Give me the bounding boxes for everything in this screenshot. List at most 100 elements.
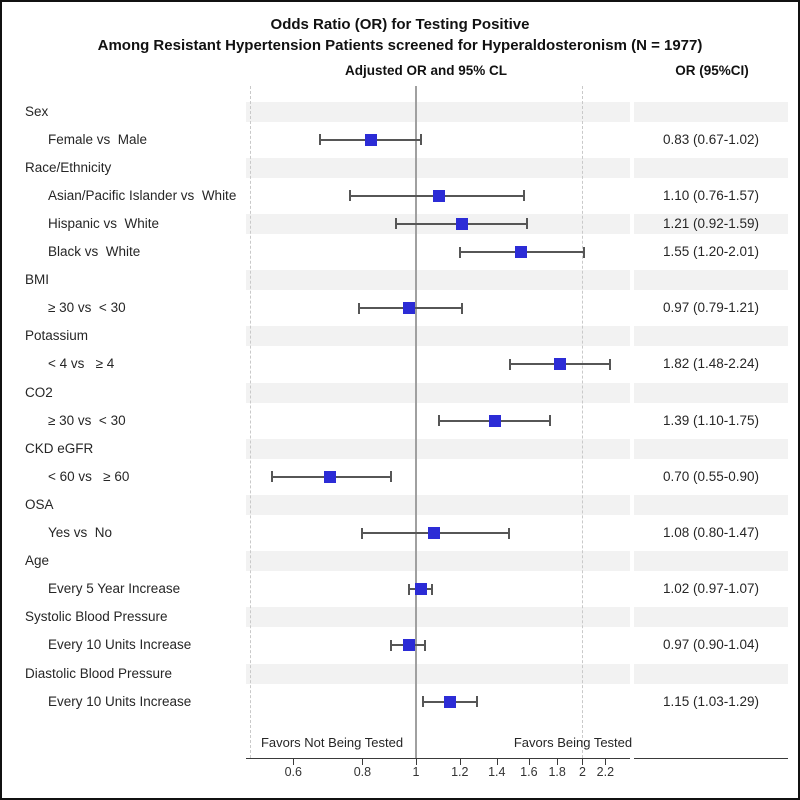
- row-band: [634, 607, 788, 628]
- ci-cap-upper: [526, 218, 529, 230]
- item-label: < 4 vs ≥ 4: [48, 356, 115, 372]
- row-band: [246, 270, 630, 291]
- or-value: 1.82 (1.48-2.24): [662, 356, 760, 372]
- ci-cap-lower: [437, 415, 440, 427]
- row-band: [634, 663, 788, 684]
- x-axis-tick-label: 1: [412, 765, 420, 779]
- or-value: 1.02 (0.97-1.07): [662, 581, 760, 597]
- category-label: Diastolic Blood Pressure: [25, 665, 173, 681]
- item-label: Black vs White: [48, 244, 141, 259]
- row-band: [246, 663, 630, 684]
- category-label: BMI: [25, 272, 50, 288]
- x-axis-tick: [416, 759, 417, 765]
- item-label: ≥ 30 vs < 30: [48, 412, 126, 428]
- row-band: [246, 382, 630, 403]
- x-axis-tick: [496, 759, 498, 765]
- favors-tested-label: Favors Being Tested: [513, 735, 633, 750]
- row-band: [634, 551, 788, 572]
- ci-cap-lower: [349, 190, 352, 202]
- or-marker: [489, 414, 502, 427]
- or-marker: [428, 527, 441, 539]
- x-axis-tick-label: 1.6: [520, 765, 538, 779]
- row-band: [634, 382, 788, 403]
- or-value: 0.83 (0.67-1.02): [662, 131, 760, 147]
- or-marker: [432, 189, 445, 202]
- x-axis-tick-label: 1.4: [488, 765, 506, 779]
- or-marker: [414, 583, 427, 596]
- ci-cap-lower: [361, 527, 364, 539]
- x-axis-tick: [459, 759, 461, 765]
- ci-cap-upper: [507, 527, 510, 539]
- item-label: Yes vs No: [48, 525, 113, 540]
- row-band: [246, 494, 630, 515]
- x-axis-tick: [557, 759, 559, 765]
- x-axis-tick-label: 1.2: [451, 765, 469, 779]
- dashed-guide-line-0.5: [250, 86, 251, 758]
- or-value: 1.10 (0.76-1.57): [662, 187, 760, 203]
- or-value: 0.97 (0.79-1.21): [662, 300, 760, 316]
- row-band: [634, 438, 788, 459]
- row-band: [634, 326, 788, 347]
- ci-cap-lower: [271, 471, 274, 483]
- x-axis-line-value-panel: [634, 758, 788, 759]
- category-label: CKD eGFR: [25, 440, 94, 456]
- x-axis-tick-label: 2: [578, 765, 586, 779]
- ci-cap-upper: [424, 639, 427, 651]
- or-marker: [324, 470, 337, 483]
- or-value: 1.21 (0.92-1.59): [662, 215, 760, 231]
- or-marker: [515, 246, 528, 258]
- category-label: OSA: [25, 496, 54, 512]
- dashed-guide-line-2: [582, 86, 583, 758]
- x-axis-tick: [362, 759, 364, 765]
- ci-cap-lower: [394, 218, 397, 230]
- row-band: [246, 607, 630, 628]
- favors-not-tested-label: Favors Not Being Tested: [260, 735, 404, 750]
- ci-cap-lower: [422, 696, 425, 708]
- or-value: 1.55 (1.20-2.01): [662, 244, 760, 259]
- row-band: [246, 326, 630, 347]
- row-band: [634, 101, 788, 122]
- ci-cap-upper: [608, 358, 611, 370]
- item-label: Hispanic vs White: [48, 215, 160, 231]
- ci-cap-upper: [476, 696, 479, 708]
- ci-cap-upper: [419, 134, 422, 146]
- ci-cap-lower: [458, 246, 461, 258]
- or-marker: [443, 695, 456, 708]
- item-label: ≥ 30 vs < 30: [48, 300, 126, 316]
- category-label: Systolic Blood Pressure: [25, 609, 168, 625]
- or-marker: [402, 302, 415, 315]
- category-label: Potassium: [25, 328, 89, 344]
- category-label: Sex: [25, 103, 49, 119]
- row-band: [634, 270, 788, 291]
- ci-cap-lower: [318, 134, 321, 146]
- item-label: Every 10 Units Increase: [48, 693, 192, 709]
- ci-cap-lower: [509, 358, 512, 370]
- ci-cap-upper: [431, 583, 434, 595]
- reference-line-or-1: [415, 86, 417, 758]
- or-value: 0.97 (0.90-1.04): [662, 637, 760, 653]
- x-axis-tick-label: 0.6: [284, 765, 302, 779]
- or-value: 0.70 (0.55-0.90): [662, 468, 760, 484]
- or-marker: [455, 217, 468, 230]
- or-value: 1.39 (1.10-1.75): [662, 412, 760, 428]
- x-axis-tick: [293, 759, 295, 765]
- row-band: [246, 438, 630, 459]
- category-label: CO2: [25, 384, 53, 400]
- x-axis-tick-label: 0.8: [353, 765, 372, 779]
- or-marker: [365, 133, 378, 146]
- ci-cap-upper: [582, 246, 585, 258]
- ci-cap-lower: [389, 639, 392, 651]
- x-axis-tick-label: 2.2: [596, 765, 615, 779]
- item-label: Female vs Male: [48, 131, 148, 147]
- column-header-or-ci: OR (95%CI): [675, 63, 749, 78]
- x-axis-line-plot-panel: [246, 758, 630, 759]
- ci-cap-lower: [407, 583, 410, 595]
- category-label: Age: [25, 553, 50, 569]
- item-label: Every 10 Units Increase: [48, 637, 192, 653]
- chart-title-line-1: Odds Ratio (OR) for Testing Positive: [270, 16, 530, 33]
- item-label: Asian/Pacific Islander vs White: [48, 187, 237, 203]
- row-band: [634, 157, 788, 178]
- column-header-adjusted-or: Adjusted OR and 95% CL: [344, 63, 508, 78]
- ci-cap-upper: [549, 415, 552, 427]
- item-label: < 60 vs ≥ 60: [48, 468, 130, 484]
